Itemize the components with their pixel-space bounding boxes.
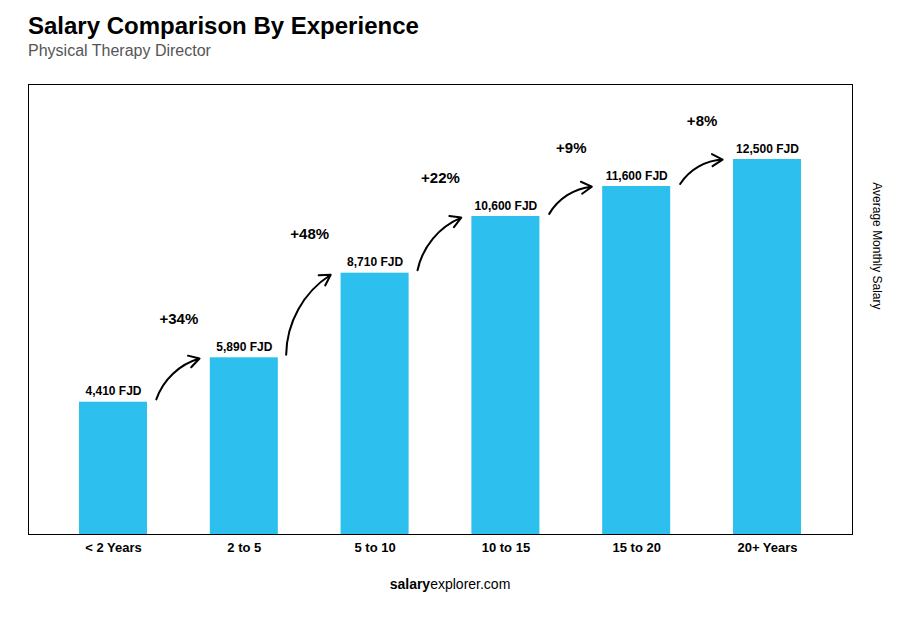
svg-text:12,500 FJD: 12,500 FJD <box>736 142 799 156</box>
svg-text:5 to 10: 5 to 10 <box>355 540 396 555</box>
svg-text:10 to 15: 10 to 15 <box>482 540 530 555</box>
html-text:Salary Comparison By Experienc: Salary Comparison By Experience <box>28 12 419 39</box>
svg-text:+8%: +8% <box>687 112 717 129</box>
html-text:salary explorer.com: salary explorer.com <box>389 576 511 592</box>
svg-text:< 2 Years: < 2 Years <box>85 540 142 555</box>
svg-text:4,410 FJD: 4,410 FJD <box>85 384 141 398</box>
svg-text:+22%: +22% <box>421 169 460 186</box>
html-text:Physical Therapy Director: Physical Therapy Director <box>28 42 211 59</box>
svg-text:20+ Years: 20+ Years <box>737 540 797 555</box>
svg-text:+34%: +34% <box>160 310 199 327</box>
svg-text:5,890 FJD: 5,890 FJD <box>216 340 272 354</box>
svg-text:10,600 FJD: 10,600 FJD <box>475 199 538 213</box>
svg-text:8,710 FJD: 8,710 FJD <box>347 255 403 269</box>
svg-text:2 to 5: 2 to 5 <box>227 540 261 555</box>
svg-text:+9%: +9% <box>556 139 586 156</box>
svg-text:+48%: +48% <box>290 225 329 242</box>
svg-text:11,600 FJD: 11,600 FJD <box>606 169 668 183</box>
svg-text:Average Monthly Salary: Average Monthly Salary <box>870 182 884 309</box>
svg-text:15 to 20: 15 to 20 <box>612 540 660 555</box>
